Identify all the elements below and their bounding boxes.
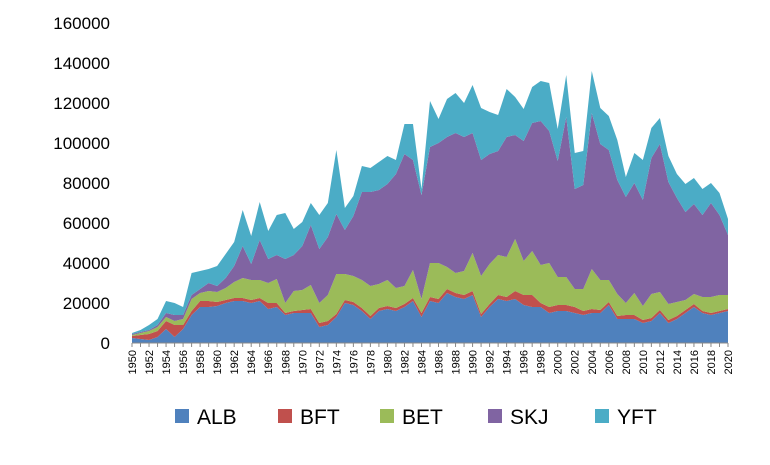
x-tick-label: 2016 <box>689 350 701 374</box>
x-tick-label: 2018 <box>706 350 718 374</box>
x-tick-label: 1984 <box>416 350 428 374</box>
y-tick-label: 20000 <box>63 294 110 313</box>
x-tick-label: 1964 <box>246 350 258 374</box>
y-axis: 0 20000 40000 60000 80000 100000 120000 140000 1… <box>53 14 110 353</box>
x-tick-label: 1974 <box>331 350 343 374</box>
legend-swatch <box>488 409 502 423</box>
x-tick-label: 1956 <box>178 350 190 374</box>
legend-label: BET <box>402 406 443 429</box>
legend-item-bet: BET <box>380 406 443 429</box>
y-tick-label: 60000 <box>63 214 110 233</box>
area-bft <box>132 289 728 340</box>
legend-label: SKJ <box>510 406 549 429</box>
x-tick-label: 1972 <box>314 350 326 374</box>
legend-swatch <box>380 409 394 423</box>
legend-swatch <box>278 409 292 423</box>
y-tick-label: 120000 <box>53 94 110 113</box>
x-tick-label: 1992 <box>485 350 497 374</box>
x-tick-label: 1986 <box>434 350 446 374</box>
legend: ALB BFT BET SKJ YFT <box>175 406 657 429</box>
legend-item-alb: ALB <box>175 406 237 429</box>
legend-label: BFT <box>300 406 340 429</box>
y-tick-label: 40000 <box>63 254 110 273</box>
x-tick-label: 1990 <box>468 350 480 374</box>
x-tick-label: 2008 <box>621 350 633 374</box>
area-bet <box>132 239 728 336</box>
x-tick-label: 1978 <box>365 350 377 374</box>
x-tick-label: 1988 <box>451 350 463 374</box>
legend-item-yft: YFT <box>595 406 657 429</box>
x-tick-label: 1998 <box>536 350 548 374</box>
x-tick-label: 1962 <box>229 350 241 374</box>
legend-swatch <box>595 409 609 423</box>
x-tick-label: 1976 <box>348 350 360 374</box>
x-tick-label: 1968 <box>280 350 292 374</box>
x-tick-label: 2020 <box>723 350 735 374</box>
y-tick-label: 160000 <box>53 14 110 33</box>
x-tick-label: 1966 <box>263 350 275 374</box>
x-tick-label: 1994 <box>502 350 514 374</box>
x-tick-label: 2014 <box>672 350 684 374</box>
x-tick-label: 1980 <box>382 350 394 374</box>
x-tick-label: 1954 <box>161 350 173 374</box>
series-areas <box>132 71 728 343</box>
x-tick-label: 2006 <box>604 350 616 374</box>
x-tick-label: 1982 <box>399 350 411 374</box>
x-tick-label: 1960 <box>212 350 224 374</box>
legend-swatch <box>175 409 189 423</box>
x-tick-label: 1970 <box>297 350 309 374</box>
x-tick-label: 2002 <box>570 350 582 374</box>
x-tick-label: 1958 <box>195 350 207 374</box>
x-tick-label: 2004 <box>587 350 599 374</box>
legend-label: ALB <box>197 406 237 429</box>
x-axis: 1950 1952 1954 1956 1958 1960 1962 1964 1966 1968… <box>127 342 735 374</box>
y-tick-label: 100000 <box>53 134 110 153</box>
y-tick-label: 0 <box>101 334 110 353</box>
x-tick-label: 2010 <box>638 350 650 374</box>
area-yft <box>132 71 728 334</box>
x-tick-label: 2012 <box>655 350 667 374</box>
y-tick-label: 140000 <box>53 54 110 73</box>
legend-item-bft: BFT <box>278 406 340 429</box>
x-tick-label: 1996 <box>519 350 531 374</box>
legend-item-skj: SKJ <box>488 406 549 429</box>
area-alb <box>132 293 728 343</box>
y-tick-label: 80000 <box>63 174 110 193</box>
x-tick-label: 1950 <box>127 350 139 374</box>
legend-label: YFT <box>617 406 657 429</box>
x-tick-label: 1952 <box>144 350 156 374</box>
area-skj <box>132 113 728 335</box>
x-tick-label: 2000 <box>553 350 565 374</box>
